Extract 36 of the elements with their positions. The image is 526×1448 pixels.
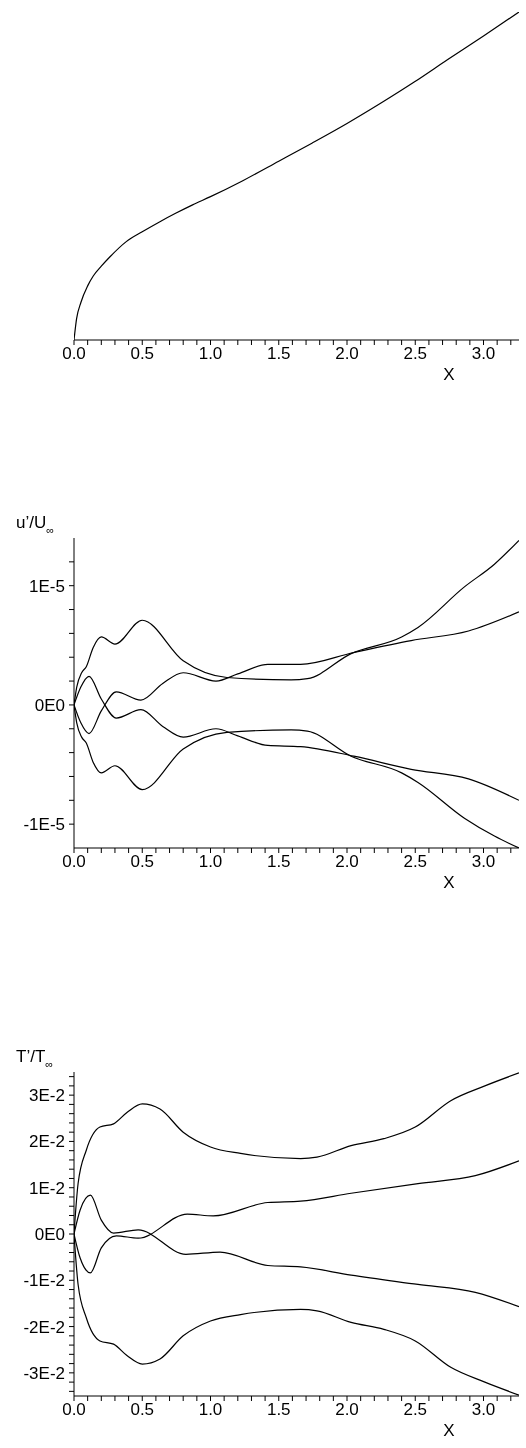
y-tick-label: -2E-2 bbox=[23, 1317, 65, 1337]
y-tick-label: 1E-5 bbox=[29, 576, 65, 596]
x-tick-label: 0.0 bbox=[62, 344, 86, 363]
x-tick-label: 2.5 bbox=[403, 1400, 428, 1419]
x-axis-title: X bbox=[443, 873, 455, 892]
x-axis-title: X bbox=[443, 1421, 455, 1440]
x-tick-label: 2.0 bbox=[335, 344, 359, 363]
x-axis-title: X bbox=[443, 365, 455, 384]
x-tick-label: 3.0 bbox=[471, 344, 496, 363]
x-tick-label: 1.0 bbox=[198, 344, 223, 363]
x-tick-label: 1.0 bbox=[198, 852, 223, 871]
x-tick-label: 0.5 bbox=[130, 344, 155, 363]
y-tick-label: 1E-2 bbox=[29, 1178, 65, 1198]
x-tick-label: 3.0 bbox=[471, 852, 496, 871]
x-tick-label: 2.5 bbox=[403, 852, 428, 871]
y-tick-label: -1E-5 bbox=[23, 815, 65, 835]
x-tick-label: 1.0 bbox=[198, 1400, 223, 1419]
x-tick-label: 0.5 bbox=[130, 1400, 155, 1419]
y-axis-title: u’/U$_{∞}$ bbox=[16, 513, 55, 536]
x-tick-label: 0.0 bbox=[62, 1400, 86, 1419]
x-tick-label: 1.5 bbox=[266, 852, 291, 871]
x-tick-label: 0.0 bbox=[62, 852, 86, 871]
y-tick-label: -3E-2 bbox=[23, 1363, 65, 1383]
x-tick-label: 0.5 bbox=[130, 852, 155, 871]
x-tick-label: 2.5 bbox=[403, 344, 428, 363]
x-tick-label: 2.0 bbox=[335, 1400, 359, 1419]
y-tick-label: 0E0 bbox=[34, 1225, 65, 1244]
x-tick-label: 1.5 bbox=[266, 1400, 291, 1419]
x-tick-label: 1.5 bbox=[266, 344, 291, 363]
y-axis-title: T’/T$_{∞}$ bbox=[16, 1047, 54, 1070]
y-tick-label: 3E-2 bbox=[29, 1086, 65, 1106]
y-tick-label: 0E0 bbox=[34, 695, 65, 715]
y-tick-label: 2E-2 bbox=[29, 1132, 65, 1152]
x-tick-label: 3.0 bbox=[471, 1400, 496, 1419]
x-tick-label: 2.0 bbox=[335, 852, 359, 871]
y-tick-label: -1E-2 bbox=[23, 1271, 65, 1291]
